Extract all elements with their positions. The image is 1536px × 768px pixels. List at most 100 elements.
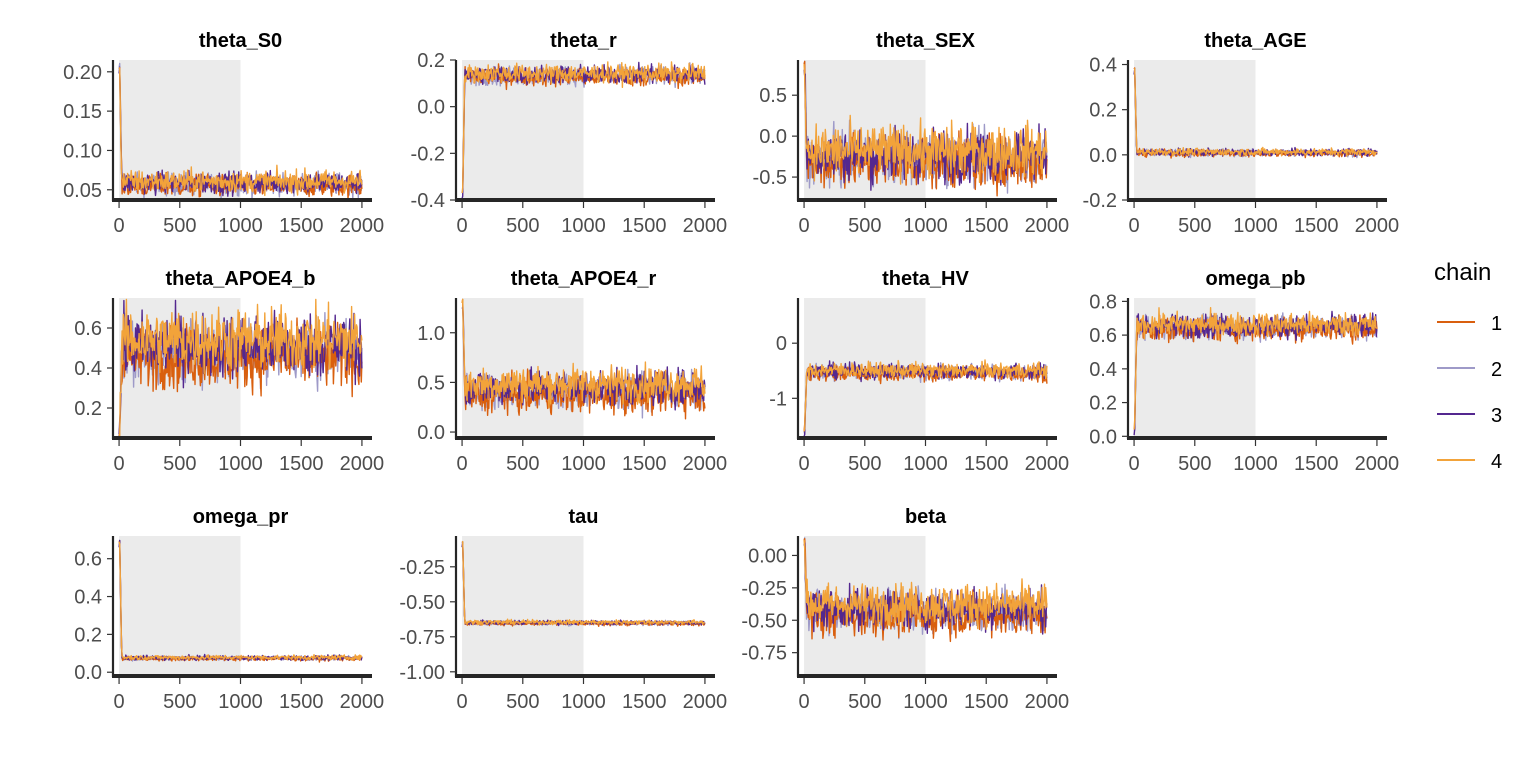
trace-chain-4: [118, 67, 363, 197]
panel-theta_S0: theta_S0 0.05 0.10 0.15 0.20 0 500 1000 1500 2000: [63, 30, 384, 237]
trace-chain-4: [118, 541, 363, 661]
x-tick-label: 1500: [279, 453, 324, 475]
x-tick-label: 1500: [1294, 215, 1339, 237]
y-tick-label: 0.0: [417, 422, 445, 444]
x-tick-label: 2000: [1025, 453, 1070, 475]
x-tick-label: 500: [848, 691, 881, 713]
y-tick-label: 0.4: [74, 587, 102, 609]
legend-items: 1 2 3 4: [1437, 313, 1502, 473]
trace-chain-4: [1133, 307, 1378, 430]
y-tick-label: -0.50: [399, 592, 445, 614]
trace-chain-4: [803, 359, 1048, 432]
y-tick-label: 0.5: [759, 85, 787, 107]
x-tick-label: 500: [163, 691, 196, 713]
warmup-shade: [1134, 60, 1256, 200]
trace-chain-4: [118, 298, 363, 438]
x-tick-label: 500: [506, 453, 539, 475]
x-tick-label: 2000: [683, 691, 728, 713]
trace-chain-1: [1133, 314, 1378, 431]
panel-title: theta_APOE4_r: [511, 268, 657, 290]
x-tick-label: 500: [163, 215, 196, 237]
panel-title: theta_r: [550, 30, 617, 52]
y-tick-label: 0.0: [1089, 145, 1117, 167]
x-tick-label: 1500: [964, 215, 1009, 237]
y-tick-label: 0.4: [74, 358, 102, 380]
x-tick-label: 1500: [964, 691, 1009, 713]
x-tick-label: 1000: [561, 215, 606, 237]
panel-theta_HV: theta_HV -1 0 0 500 1000 1500 2000: [769, 268, 1069, 475]
x-tick-label: 2000: [1025, 691, 1070, 713]
x-tick-label: 0: [457, 691, 468, 713]
y-tick-label: 0: [776, 333, 787, 355]
x-tick-label: 0: [114, 453, 125, 475]
y-tick-label: -0.75: [399, 627, 445, 649]
x-tick-label: 2000: [1025, 215, 1070, 237]
panel-title: beta: [905, 506, 947, 528]
x-tick-label: 1000: [1233, 453, 1278, 475]
warmup-shade: [462, 536, 584, 676]
warmup-shade: [119, 536, 241, 676]
x-tick-label: 0: [799, 691, 810, 713]
x-tick-label: 0: [799, 215, 810, 237]
y-tick-label: 0.15: [63, 101, 102, 123]
x-tick-label: 0: [1129, 453, 1140, 475]
legend-label: 2: [1491, 359, 1502, 381]
y-tick-label: -0.5: [753, 167, 787, 189]
y-tick-label: -1: [769, 388, 787, 410]
x-tick-label: 1500: [622, 453, 667, 475]
y-tick-label: 0.2: [1089, 393, 1117, 415]
x-tick-label: 1500: [964, 453, 1009, 475]
x-tick-label: 1000: [561, 691, 606, 713]
panel-theta_AGE: theta_AGE -0.2 0.0 0.2 0.4 0 500 1000 1500 2000: [1083, 30, 1400, 237]
y-tick-label: -0.50: [741, 610, 787, 632]
x-tick-label: 1000: [903, 453, 948, 475]
y-tick-label: 0.2: [1089, 100, 1117, 122]
y-tick-label: 0.8: [1089, 291, 1117, 313]
x-tick-label: 500: [506, 215, 539, 237]
panel-omega_pr: omega_pr 0.0 0.2 0.4 0.6 0 500 1000 1500 2000: [74, 506, 384, 713]
y-tick-label: 0.6: [74, 549, 102, 571]
panel-theta_APOE4_r: theta_APOE4_r 0.0 0.5 1.0 0 500 1000 1500 2000: [417, 268, 727, 475]
x-tick-label: 1000: [903, 691, 948, 713]
y-tick-label: -0.75: [741, 643, 787, 665]
x-tick-label: 0: [1129, 215, 1140, 237]
x-tick-label: 1000: [218, 691, 263, 713]
y-tick-label: -1.00: [399, 662, 445, 684]
y-tick-label: -0.4: [411, 190, 445, 212]
x-tick-label: 0: [457, 453, 468, 475]
panel-omega_pb: omega_pb 0.0 0.2 0.4 0.6 0.8 0 500 1000 1500 2000: [1089, 268, 1399, 475]
x-tick-label: 2000: [1355, 215, 1400, 237]
legend-item-chain-4: 4: [1437, 451, 1502, 473]
y-tick-label: 0.2: [74, 398, 102, 420]
y-tick-label: 0.0: [759, 126, 787, 148]
panel-tau: tau -1.00 -0.75 -0.50 -0.25 0 500 1000 1500 2000: [399, 506, 727, 713]
x-tick-label: 1500: [622, 215, 667, 237]
x-tick-label: 0: [799, 453, 810, 475]
x-tick-label: 1500: [279, 691, 324, 713]
y-tick-label: -0.25: [741, 578, 787, 600]
y-tick-label: 0.0: [1089, 426, 1117, 448]
y-tick-label: 0.6: [74, 318, 102, 340]
panel-beta: beta -0.75 -0.50 -0.25 0.00 0 500 1000 1500 2000: [741, 506, 1069, 713]
x-tick-label: 1500: [1294, 453, 1339, 475]
legend-item-chain-2: 2: [1437, 359, 1502, 381]
panel-theta_APOE4_b: theta_APOE4_b 0.2 0.4 0.6 0 500 1000 1500 2000: [74, 268, 384, 475]
x-tick-label: 1500: [622, 691, 667, 713]
y-tick-label: 0.5: [417, 372, 445, 394]
panel-theta_r: theta_r -0.4 -0.2 0.0 0.2 0 500 1000 1500 2000: [411, 30, 728, 237]
y-tick-label: 0.0: [74, 662, 102, 684]
x-tick-label: 2000: [683, 453, 728, 475]
y-tick-label: 0.00: [748, 545, 787, 567]
panel-title: theta_AGE: [1204, 30, 1306, 52]
x-tick-label: 1000: [561, 453, 606, 475]
legend-item-chain-1: 1: [1437, 313, 1502, 335]
x-tick-label: 2000: [1355, 453, 1400, 475]
x-tick-label: 2000: [340, 215, 385, 237]
x-tick-label: 500: [848, 215, 881, 237]
x-tick-label: 1000: [1233, 215, 1278, 237]
legend-title: chain: [1434, 259, 1491, 286]
trace-chain-4: [461, 298, 706, 409]
legend-label: 3: [1491, 405, 1502, 427]
panel-title: theta_S0: [199, 30, 282, 52]
